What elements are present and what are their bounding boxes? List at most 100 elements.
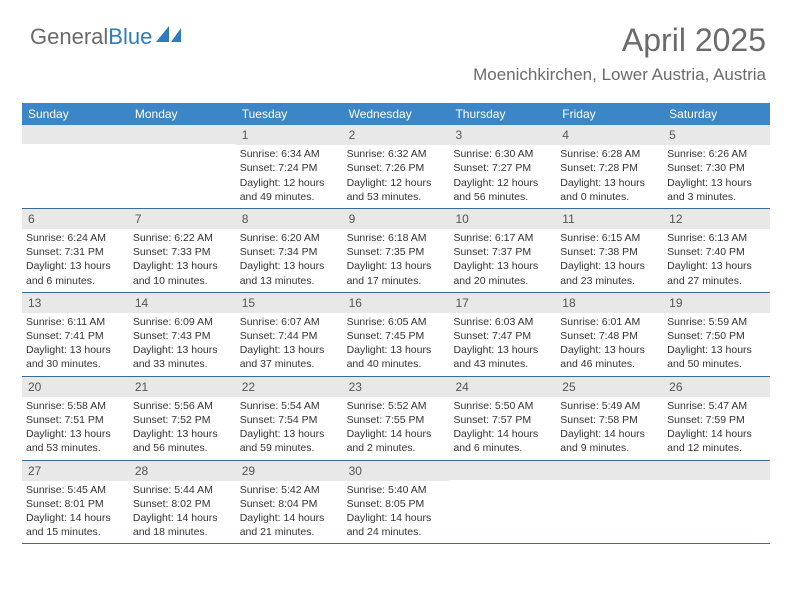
calendar-day-cell xyxy=(663,461,770,544)
day-detail: Sunrise: 5:44 AMSunset: 8:02 PMDaylight:… xyxy=(129,481,236,544)
day-detail: Sunrise: 6:18 AMSunset: 7:35 PMDaylight:… xyxy=(343,229,450,292)
sunset-text: Sunset: 7:35 PM xyxy=(347,245,446,259)
calendar-day-cell: 30Sunrise: 5:40 AMSunset: 8:05 PMDayligh… xyxy=(343,461,450,544)
day-number: 29 xyxy=(236,461,343,481)
calendar-week-row: 6Sunrise: 6:24 AMSunset: 7:31 PMDaylight… xyxy=(22,209,770,293)
day-detail: Sunrise: 5:58 AMSunset: 7:51 PMDaylight:… xyxy=(22,397,129,460)
calendar-day-cell xyxy=(449,461,556,544)
daylight-text: Daylight: 13 hours and 13 minutes. xyxy=(240,259,339,287)
daylight-text: Daylight: 13 hours and 10 minutes. xyxy=(133,259,232,287)
daylight-text: Daylight: 12 hours and 49 minutes. xyxy=(240,176,339,204)
sunset-text: Sunset: 8:05 PM xyxy=(347,497,446,511)
day-number: 13 xyxy=(22,293,129,313)
day-number xyxy=(449,461,556,480)
sunset-text: Sunset: 7:40 PM xyxy=(667,245,766,259)
daylight-text: Daylight: 13 hours and 40 minutes. xyxy=(347,343,446,371)
sunrise-text: Sunrise: 6:24 AM xyxy=(26,231,125,245)
day-number: 20 xyxy=(22,377,129,397)
sunrise-text: Sunrise: 5:40 AM xyxy=(347,483,446,497)
day-number: 18 xyxy=(556,293,663,313)
calendar-header-cell: Thursday xyxy=(449,103,556,125)
sunset-text: Sunset: 7:33 PM xyxy=(133,245,232,259)
calendar-header-cell: Saturday xyxy=(663,103,770,125)
brand-logo: GeneralBlue xyxy=(30,24,182,50)
daylight-text: Daylight: 13 hours and 17 minutes. xyxy=(347,259,446,287)
sunrise-text: Sunrise: 6:07 AM xyxy=(240,315,339,329)
calendar-day-cell: 20Sunrise: 5:58 AMSunset: 7:51 PMDayligh… xyxy=(22,377,129,460)
sunset-text: Sunset: 7:51 PM xyxy=(26,413,125,427)
daylight-text: Daylight: 13 hours and 53 minutes. xyxy=(26,427,125,455)
day-number: 26 xyxy=(663,377,770,397)
day-detail: Sunrise: 5:56 AMSunset: 7:52 PMDaylight:… xyxy=(129,397,236,460)
sunset-text: Sunset: 7:41 PM xyxy=(26,329,125,343)
sunset-text: Sunset: 7:55 PM xyxy=(347,413,446,427)
day-number: 15 xyxy=(236,293,343,313)
day-detail: Sunrise: 6:28 AMSunset: 7:28 PMDaylight:… xyxy=(556,145,663,208)
calendar-day-cell: 12Sunrise: 6:13 AMSunset: 7:40 PMDayligh… xyxy=(663,209,770,292)
day-detail: Sunrise: 6:07 AMSunset: 7:44 PMDaylight:… xyxy=(236,313,343,376)
sunrise-text: Sunrise: 6:03 AM xyxy=(453,315,552,329)
day-number: 24 xyxy=(449,377,556,397)
day-number: 22 xyxy=(236,377,343,397)
day-detail: Sunrise: 6:11 AMSunset: 7:41 PMDaylight:… xyxy=(22,313,129,376)
daylight-text: Daylight: 14 hours and 15 minutes. xyxy=(26,511,125,539)
brand-part1: General xyxy=(30,24,108,50)
calendar-day-cell: 15Sunrise: 6:07 AMSunset: 7:44 PMDayligh… xyxy=(236,293,343,376)
calendar-day-cell: 6Sunrise: 6:24 AMSunset: 7:31 PMDaylight… xyxy=(22,209,129,292)
day-number: 1 xyxy=(236,125,343,145)
daylight-text: Daylight: 13 hours and 23 minutes. xyxy=(560,259,659,287)
daylight-text: Daylight: 12 hours and 53 minutes. xyxy=(347,176,446,204)
sunrise-text: Sunrise: 6:18 AM xyxy=(347,231,446,245)
calendar-week-row: 13Sunrise: 6:11 AMSunset: 7:41 PMDayligh… xyxy=(22,293,770,377)
calendar-day-cell xyxy=(129,125,236,208)
sunset-text: Sunset: 7:31 PM xyxy=(26,245,125,259)
day-number xyxy=(129,125,236,144)
sunrise-text: Sunrise: 5:58 AM xyxy=(26,399,125,413)
daylight-text: Daylight: 14 hours and 24 minutes. xyxy=(347,511,446,539)
day-number xyxy=(663,461,770,480)
day-detail: Sunrise: 6:20 AMSunset: 7:34 PMDaylight:… xyxy=(236,229,343,292)
day-number: 17 xyxy=(449,293,556,313)
day-detail: Sunrise: 5:52 AMSunset: 7:55 PMDaylight:… xyxy=(343,397,450,460)
day-number: 21 xyxy=(129,377,236,397)
sunrise-text: Sunrise: 6:34 AM xyxy=(240,147,339,161)
day-number: 16 xyxy=(343,293,450,313)
day-detail: Sunrise: 5:40 AMSunset: 8:05 PMDaylight:… xyxy=(343,481,450,544)
day-number: 4 xyxy=(556,125,663,145)
sunset-text: Sunset: 8:02 PM xyxy=(133,497,232,511)
day-detail: Sunrise: 6:30 AMSunset: 7:27 PMDaylight:… xyxy=(449,145,556,208)
sunrise-text: Sunrise: 6:26 AM xyxy=(667,147,766,161)
calendar-week-row: 27Sunrise: 5:45 AMSunset: 8:01 PMDayligh… xyxy=(22,461,770,545)
calendar-day-cell: 9Sunrise: 6:18 AMSunset: 7:35 PMDaylight… xyxy=(343,209,450,292)
day-number: 23 xyxy=(343,377,450,397)
day-detail: Sunrise: 6:01 AMSunset: 7:48 PMDaylight:… xyxy=(556,313,663,376)
calendar-day-cell: 11Sunrise: 6:15 AMSunset: 7:38 PMDayligh… xyxy=(556,209,663,292)
calendar-day-cell xyxy=(22,125,129,208)
sunset-text: Sunset: 7:52 PM xyxy=(133,413,232,427)
sunrise-text: Sunrise: 5:45 AM xyxy=(26,483,125,497)
calendar-day-cell: 2Sunrise: 6:32 AMSunset: 7:26 PMDaylight… xyxy=(343,125,450,208)
day-detail: Sunrise: 5:49 AMSunset: 7:58 PMDaylight:… xyxy=(556,397,663,460)
calendar-week-row: 1Sunrise: 6:34 AMSunset: 7:24 PMDaylight… xyxy=(22,125,770,209)
sunset-text: Sunset: 7:45 PM xyxy=(347,329,446,343)
calendar-day-cell: 3Sunrise: 6:30 AMSunset: 7:27 PMDaylight… xyxy=(449,125,556,208)
day-detail: Sunrise: 6:15 AMSunset: 7:38 PMDaylight:… xyxy=(556,229,663,292)
day-detail: Sunrise: 6:22 AMSunset: 7:33 PMDaylight:… xyxy=(129,229,236,292)
sunrise-text: Sunrise: 6:11 AM xyxy=(26,315,125,329)
calendar-day-cell: 21Sunrise: 5:56 AMSunset: 7:52 PMDayligh… xyxy=(129,377,236,460)
month-title: April 2025 xyxy=(473,22,766,59)
location-label: Moenichkirchen, Lower Austria, Austria xyxy=(473,65,766,85)
day-number: 27 xyxy=(22,461,129,481)
calendar-day-cell: 23Sunrise: 5:52 AMSunset: 7:55 PMDayligh… xyxy=(343,377,450,460)
calendar-day-cell xyxy=(556,461,663,544)
daylight-text: Daylight: 14 hours and 9 minutes. xyxy=(560,427,659,455)
calendar-header-cell: Monday xyxy=(129,103,236,125)
day-detail: Sunrise: 6:17 AMSunset: 7:37 PMDaylight:… xyxy=(449,229,556,292)
sunrise-text: Sunrise: 5:52 AM xyxy=(347,399,446,413)
sunrise-text: Sunrise: 6:28 AM xyxy=(560,147,659,161)
calendar-header-cell: Friday xyxy=(556,103,663,125)
calendar-day-cell: 7Sunrise: 6:22 AMSunset: 7:33 PMDaylight… xyxy=(129,209,236,292)
calendar-header-cell: Tuesday xyxy=(236,103,343,125)
sunset-text: Sunset: 7:24 PM xyxy=(240,161,339,175)
day-detail: Sunrise: 6:05 AMSunset: 7:45 PMDaylight:… xyxy=(343,313,450,376)
